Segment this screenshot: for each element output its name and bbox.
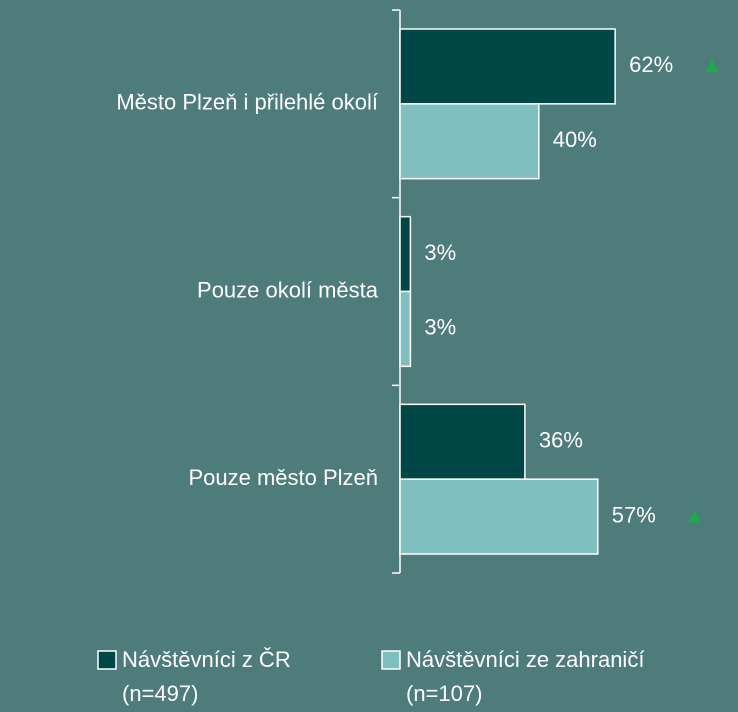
bar <box>399 28 616 105</box>
legend-sample: (n=497) <box>122 681 198 706</box>
legend-swatch <box>97 650 117 670</box>
legend-label: Návštěvníci z ČR <box>122 647 291 672</box>
bar <box>399 290 412 368</box>
bar <box>399 215 412 293</box>
bar <box>399 403 526 480</box>
legend-label: Návštěvníci ze zahraničí <box>406 647 644 672</box>
significance-marker: ▲ <box>701 52 723 77</box>
legend-sample: (n=107) <box>406 681 482 706</box>
value-label: 3% <box>424 240 456 265</box>
value-label: 40% <box>553 127 597 152</box>
bar <box>399 103 540 180</box>
category-label: Pouze město Plzeň <box>188 465 378 490</box>
category-label: Pouze okolí města <box>197 277 379 302</box>
value-label: 3% <box>424 315 456 340</box>
category-label: Město Plzeň i přilehlé okolí <box>116 90 378 115</box>
value-label: 62% <box>629 52 673 77</box>
legend-swatch <box>381 650 401 670</box>
value-label: 36% <box>539 428 583 453</box>
value-label: 57% <box>612 502 656 527</box>
bar <box>399 478 599 555</box>
significance-marker: ▲ <box>684 502 706 527</box>
